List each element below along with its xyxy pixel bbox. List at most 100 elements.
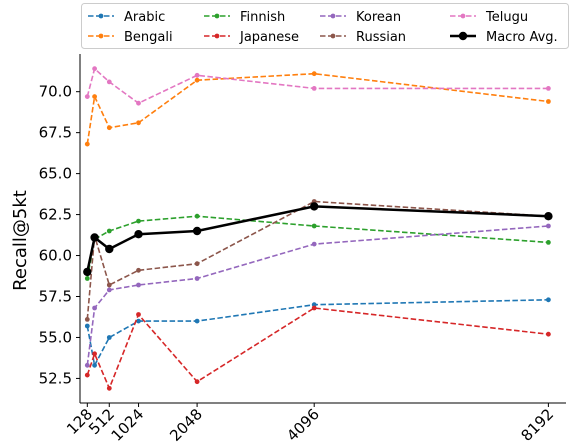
data-point <box>311 241 317 247</box>
legend-marker <box>98 33 104 39</box>
data-point <box>84 276 90 281</box>
plot-area <box>83 66 553 391</box>
legend-box <box>81 3 569 49</box>
legend-label: Korean <box>356 10 401 25</box>
data-point <box>84 94 90 99</box>
y-tick-label: 57.5 <box>39 287 72 305</box>
data-point <box>311 305 317 311</box>
data-point <box>92 94 97 99</box>
series-line <box>86 205 549 273</box>
legend: Arabic Bengali Finnish Japanese Korean Russia… <box>81 3 569 49</box>
data-point <box>544 212 553 221</box>
data-point <box>546 331 551 337</box>
data-point <box>84 362 90 368</box>
data-point <box>194 72 200 78</box>
data-point <box>311 71 317 77</box>
data-point <box>546 99 551 104</box>
legend-marker <box>458 31 468 41</box>
legend-item: Telugu <box>450 10 528 25</box>
y-tick-label: 70.0 <box>39 83 72 101</box>
data-point <box>192 226 202 236</box>
data-point <box>106 125 112 131</box>
series-6 <box>84 66 551 106</box>
legend-item: Japanese <box>204 30 299 45</box>
x-tick-label: 2048 <box>166 405 206 445</box>
x-tick-label: 1024 <box>108 405 148 445</box>
legend-marker <box>460 13 466 19</box>
y-tick-label: 60.0 <box>39 247 72 265</box>
data-point <box>92 305 97 311</box>
data-point <box>90 233 99 242</box>
x-tick-label: 4096 <box>283 405 323 445</box>
data-point <box>194 261 200 267</box>
data-point <box>194 77 200 83</box>
data-point <box>136 100 141 106</box>
series-line <box>86 307 549 391</box>
data-point <box>136 120 141 126</box>
data-point <box>136 218 141 224</box>
legend-label: Finnish <box>240 10 285 25</box>
data-point <box>136 312 141 317</box>
data-point <box>106 282 112 288</box>
data-point <box>83 267 92 277</box>
legend-label: Japanese <box>239 30 299 45</box>
series-line <box>86 225 549 366</box>
series-line <box>86 215 549 279</box>
y-tick-label: 67.5 <box>39 124 72 142</box>
legend-label: Bengali <box>124 30 173 45</box>
data-point <box>546 86 551 91</box>
data-point <box>92 66 97 72</box>
legend-marker <box>214 13 220 19</box>
data-point <box>92 351 97 357</box>
data-point <box>105 244 114 254</box>
legend-item: Macro Avg. <box>450 30 558 45</box>
data-point <box>311 302 317 308</box>
x-tick-label: 8192 <box>517 405 557 445</box>
legend-item: Korean <box>320 10 401 25</box>
legend-label: Telugu <box>485 10 528 25</box>
series-3 <box>84 305 551 391</box>
data-point <box>84 317 90 322</box>
data-point <box>546 297 551 303</box>
y-tick-label: 55.0 <box>39 328 72 346</box>
legend-marker <box>330 33 336 39</box>
data-point <box>134 230 143 239</box>
legend-item: Russian <box>320 30 406 45</box>
data-point <box>92 362 97 368</box>
data-point <box>310 202 319 211</box>
data-point <box>546 240 551 245</box>
series-2 <box>84 213 551 281</box>
series-0 <box>84 297 551 368</box>
data-point <box>106 228 112 234</box>
data-point <box>84 323 90 329</box>
data-point <box>194 276 200 281</box>
y-tick-label: 62.5 <box>39 206 72 224</box>
legend-label: Arabic <box>124 10 165 25</box>
y-tick-label: 65.0 <box>39 165 72 183</box>
series-7 <box>83 202 553 277</box>
y-axis-label: Recall@5kt <box>10 190 31 291</box>
data-point <box>194 213 200 219</box>
legend-item: Bengali <box>88 30 173 45</box>
legend-item: Finnish <box>204 10 285 25</box>
data-point <box>311 223 317 229</box>
data-point <box>106 79 112 85</box>
series-1 <box>84 71 551 147</box>
data-point <box>84 372 90 378</box>
series-line <box>86 72 549 145</box>
data-point <box>136 267 141 273</box>
data-point <box>136 282 141 288</box>
legend-label: Macro Avg. <box>486 30 558 45</box>
series-4 <box>84 223 551 368</box>
legend-marker <box>214 33 220 39</box>
series-5 <box>84 199 551 322</box>
legend-marker <box>98 13 104 19</box>
axes: 52.555.057.560.062.565.067.570.012851210… <box>10 54 566 445</box>
data-point <box>106 335 112 340</box>
data-point <box>546 223 551 229</box>
y-tick-label: 52.5 <box>39 369 72 387</box>
data-point <box>106 287 112 293</box>
data-point <box>84 141 90 147</box>
series-line <box>86 299 549 368</box>
